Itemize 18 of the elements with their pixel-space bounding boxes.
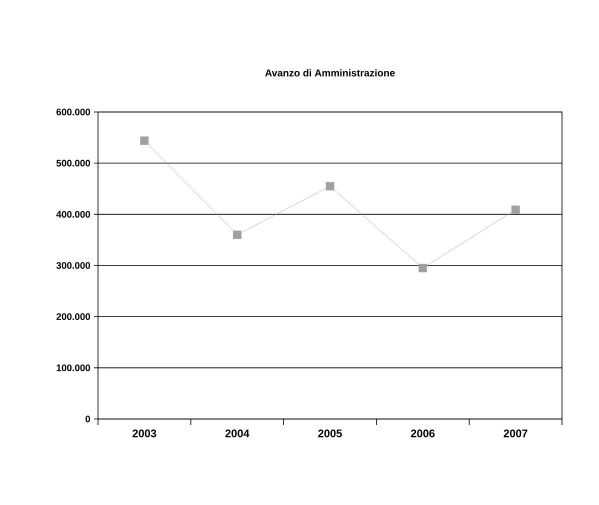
x-tick-label: 2003 <box>132 430 156 438</box>
y-tick-label: 0 <box>86 416 90 422</box>
point <box>140 136 149 145</box>
x-tick-label: 2006 <box>410 430 435 438</box>
y-tick-label: 600.000 <box>56 108 90 116</box>
point <box>418 264 427 272</box>
x-tick-label: 2007 <box>504 430 528 438</box>
point <box>233 230 242 239</box>
x-tick-label: 2005 <box>318 430 342 438</box>
y-tick-label: 200.000 <box>56 313 90 320</box>
y-tick-label: 400.000 <box>56 210 90 218</box>
y-tick-label: 500.000 <box>56 160 90 167</box>
chart-title: Avanzo di Amministrazione <box>265 69 395 76</box>
y-tick-label: 300.000 <box>56 262 90 269</box>
x-tick-label: 2004 <box>225 430 250 438</box>
point <box>511 206 520 214</box>
point <box>326 182 334 190</box>
y-tick-label: 100.000 <box>56 364 90 372</box>
